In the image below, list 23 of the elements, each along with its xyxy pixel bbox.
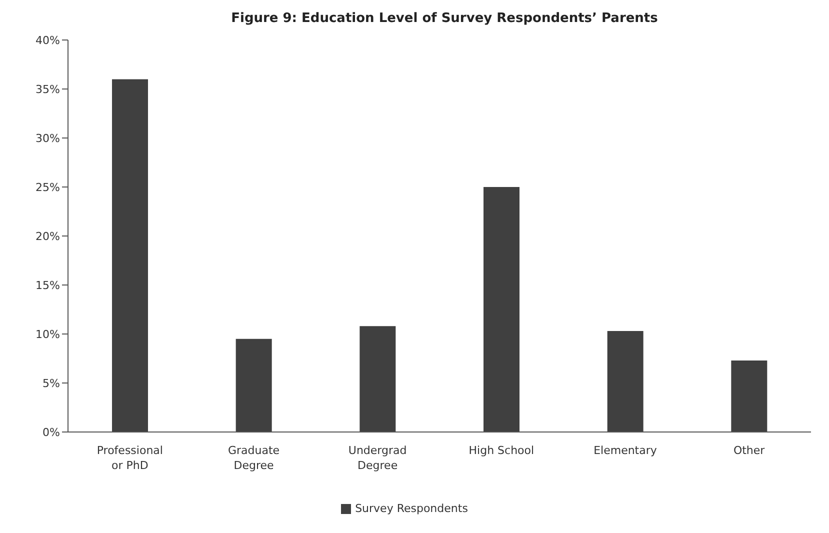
bar	[731, 360, 768, 432]
y-tick-label: 35%	[36, 82, 60, 96]
y-tick-label: 10%	[36, 328, 60, 341]
x-tick-label: Undergrad Degree	[348, 444, 407, 472]
y-tick-label: 25%	[36, 180, 60, 194]
y-tick-label: 30%	[36, 132, 60, 145]
bar	[112, 79, 148, 432]
bar	[236, 338, 272, 432]
x-tick-label: Elementary	[594, 444, 658, 457]
chart-title: Figure 9: Education Level of Survey Respondents’ Parents	[230, 10, 659, 28]
x-tick-label: High School	[468, 444, 534, 457]
bar	[484, 187, 520, 432]
x-tick-label: Graduate Degree	[228, 444, 280, 472]
x-tick-label: Other	[733, 444, 766, 457]
y-tick-label: 0%	[42, 426, 60, 439]
y-tick-label: 40%	[36, 34, 60, 47]
y-tick-label: 20%	[36, 230, 60, 243]
x-tick-label: Professional or PhD	[96, 444, 163, 472]
y-tick-label: 5%	[42, 376, 60, 390]
legend-label: Survey Respondents	[355, 502, 468, 515]
bar	[360, 326, 396, 432]
bar	[607, 331, 644, 432]
y-tick-label: 15%	[36, 278, 60, 292]
